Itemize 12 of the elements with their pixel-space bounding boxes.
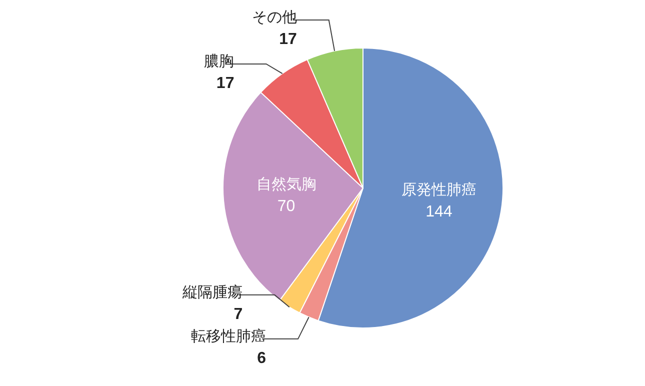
slice-label: 縦隔腫瘍 [182,284,243,301]
data-label: 17 [216,75,234,92]
slice-label: 原発性肺癌 [401,181,476,198]
data-label: 17 [279,31,297,48]
slice-label: 自然気胸 [256,176,316,193]
slice-label: 転移性肺癌 [191,328,266,345]
data-label: 6 [257,350,266,367]
data-label: 7 [234,306,243,323]
slice-label: その他 [252,9,297,26]
data-label: 144 [426,203,452,220]
slice-label: 膿胸 [204,53,234,70]
data-label: 70 [277,198,296,215]
